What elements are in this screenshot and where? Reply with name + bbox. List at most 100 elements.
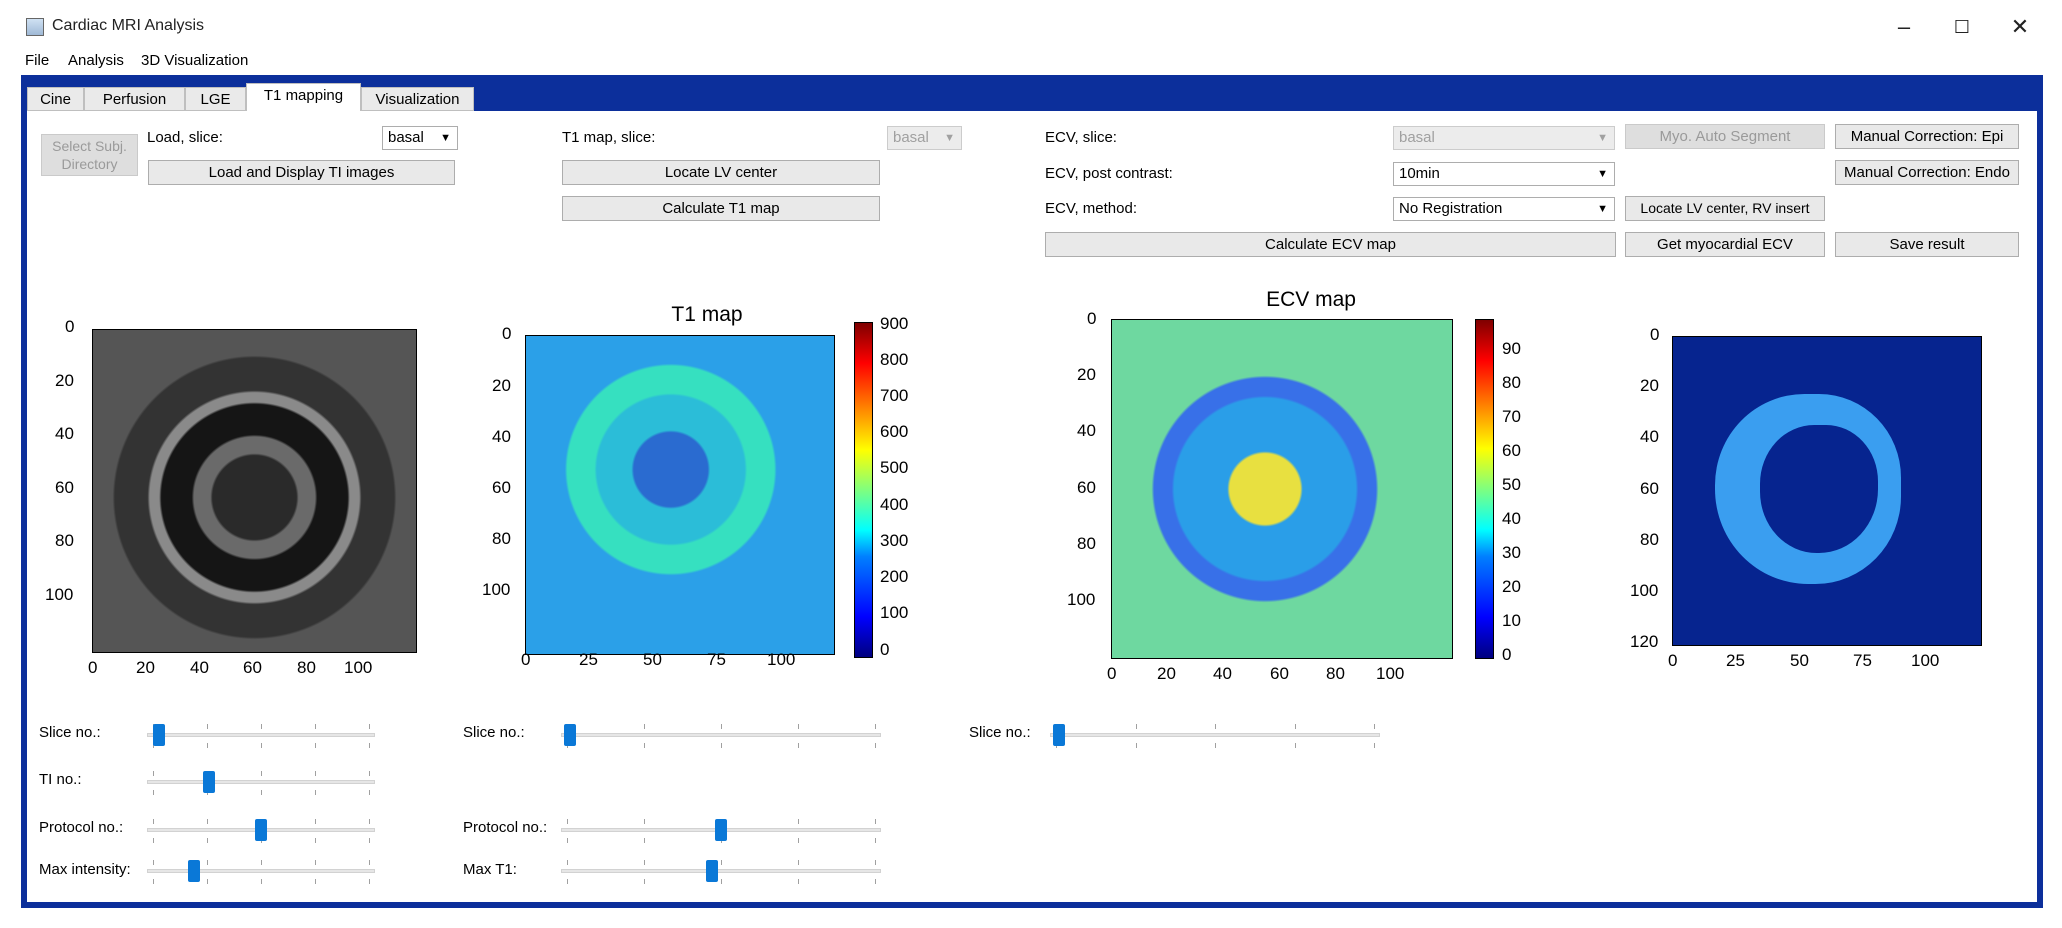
slider-tick [369, 860, 370, 865]
manual-correction-epi-button[interactable]: Manual Correction: Epi [1835, 124, 2019, 149]
slider-tick [207, 879, 208, 884]
get-myocardial-ecv-button[interactable]: Get myocardial ECV [1625, 232, 1825, 257]
menu-file[interactable]: File [25, 52, 50, 69]
slider-handle[interactable] [705, 860, 718, 882]
slider-tick [721, 879, 722, 884]
ecv-post-contrast-label: ECV, post contrast: [1045, 165, 1173, 182]
chevron-down-icon: ▼ [1597, 132, 1608, 144]
ecv-xtick: 60 [1270, 664, 1289, 683]
menu-bar: File Analysis 3D Visualization [0, 48, 2062, 74]
main-frame: Cine Perfusion LGE T1 mapping Visualizat… [21, 75, 2043, 908]
load-slice-combo[interactable]: basal ▼ [382, 126, 458, 150]
ecv-method-combo[interactable]: No Registration ▼ [1393, 197, 1615, 221]
t1-cbar-tick: 100 [880, 603, 909, 622]
t1-slice-combo[interactable]: basal ▼ [887, 126, 962, 150]
slider-tick [369, 743, 370, 748]
ecv-xtick: 80 [1326, 664, 1345, 683]
max-t1-slider[interactable] [561, 869, 881, 873]
slider-tick [369, 790, 370, 795]
locate-lv-rv-insert-button[interactable]: Locate LV center, RV insert [1625, 196, 1825, 221]
left-slice-slider[interactable] [147, 733, 375, 737]
slider-tick [153, 790, 154, 795]
slider-tick [875, 724, 876, 729]
ecv-map-image[interactable] [1111, 319, 1453, 659]
calculate-t1-map-button[interactable]: Calculate T1 map [562, 196, 880, 221]
t1-slice-value: basal [893, 129, 929, 146]
load-display-ti-button[interactable]: Load and Display TI images [148, 160, 455, 185]
manual-correction-endo-button[interactable]: Manual Correction: Endo [1835, 160, 2019, 185]
ecv-cbar-tick: 10 [1502, 611, 1521, 630]
slider-handle[interactable] [188, 860, 201, 882]
slider-tick [567, 860, 568, 865]
tab-t1-mapping[interactable]: T1 mapping [246, 83, 361, 113]
ecv-ytick: 20 [1077, 365, 1096, 384]
ecv-method-label: ECV, method: [1045, 200, 1137, 217]
close-button[interactable]: ✕ [2010, 14, 2030, 39]
chevron-down-icon: ▼ [1597, 168, 1608, 180]
slider-tick [567, 838, 568, 843]
slider-tick [315, 838, 316, 843]
slider-tick [644, 879, 645, 884]
save-result-button[interactable]: Save result [1835, 232, 2019, 257]
ecv-post-contrast-combo[interactable]: 10min ▼ [1393, 162, 1615, 186]
t1-ytick: 0 [502, 324, 512, 343]
slider-tick [153, 771, 154, 776]
slider-tick [261, 771, 262, 776]
slider-tick [644, 819, 645, 824]
chevron-down-icon: ▼ [944, 132, 955, 144]
tab-cine[interactable]: Cine [27, 87, 84, 111]
slider-label: Protocol no.: [39, 819, 124, 836]
slider-handle[interactable] [564, 724, 577, 746]
slider-handle[interactable] [255, 819, 267, 841]
ti-slider[interactable] [147, 780, 375, 784]
slider-handle[interactable] [1053, 724, 1066, 746]
t1-cbar-tick: 400 [880, 495, 909, 514]
slider-tick [798, 724, 799, 729]
segmentation-image[interactable] [1672, 336, 1982, 646]
locate-lv-center-button[interactable]: Locate LV center [562, 160, 880, 185]
seg-xtick: 0 [1668, 651, 1678, 670]
minimize-button[interactable]: – [1897, 14, 1911, 39]
ecv-xtick: 100 [1376, 664, 1405, 683]
ecv-slice-combo[interactable]: basal ▼ [1393, 126, 1615, 150]
raw-mri-image[interactable] [92, 329, 417, 653]
t1-map-title: T1 map [671, 303, 743, 326]
raw-xtick: 60 [243, 658, 262, 677]
t1-ytick: 40 [492, 427, 511, 446]
tab-lge[interactable]: LGE [185, 87, 246, 111]
maximize-button[interactable]: ☐ [1953, 17, 1971, 37]
slider-tick [207, 743, 208, 748]
slider-tick [644, 743, 645, 748]
calculate-ecv-map-button[interactable]: Calculate ECV map [1045, 232, 1616, 257]
raw-ytick: 60 [55, 478, 74, 497]
raw-ytick: 100 [45, 585, 74, 604]
t1-map-image[interactable] [525, 335, 835, 655]
ecv-ytick: 100 [1067, 590, 1096, 609]
tab-visualization[interactable]: Visualization [361, 87, 474, 111]
slider-handle[interactable] [203, 771, 216, 793]
slider-tick [721, 860, 722, 865]
select-subject-directory-button[interactable]: Select Subj. Directory [41, 134, 138, 176]
ecv-ytick: 60 [1077, 478, 1096, 497]
app-icon [26, 18, 44, 36]
title-bar: Cardiac MRI Analysis – ☐ ✕ [0, 0, 2062, 54]
raw-xtick: 80 [297, 658, 316, 677]
seg-xtick: 25 [1726, 651, 1745, 670]
slider-tick [1374, 743, 1375, 748]
ecv-slice-slider[interactable] [1050, 733, 1380, 737]
max-intensity-slider[interactable] [147, 869, 375, 873]
mid-slice-slider[interactable] [561, 733, 881, 737]
slider-tick [261, 879, 262, 884]
slider-tick [207, 819, 208, 824]
myo-auto-segment-button[interactable]: Myo. Auto Segment [1625, 124, 1825, 149]
menu-3d-visualization[interactable]: 3D Visualization [141, 52, 249, 69]
slider-tick [207, 724, 208, 729]
slider-handle[interactable] [715, 819, 727, 841]
tab-perfusion[interactable]: Perfusion [84, 87, 185, 111]
menu-analysis[interactable]: Analysis [68, 52, 124, 69]
ecv-method-value: No Registration [1399, 200, 1503, 217]
slider-tick [315, 743, 316, 748]
slider-tick [153, 879, 154, 884]
seg-ytick: 40 [1640, 427, 1659, 446]
slider-handle[interactable] [153, 724, 166, 746]
